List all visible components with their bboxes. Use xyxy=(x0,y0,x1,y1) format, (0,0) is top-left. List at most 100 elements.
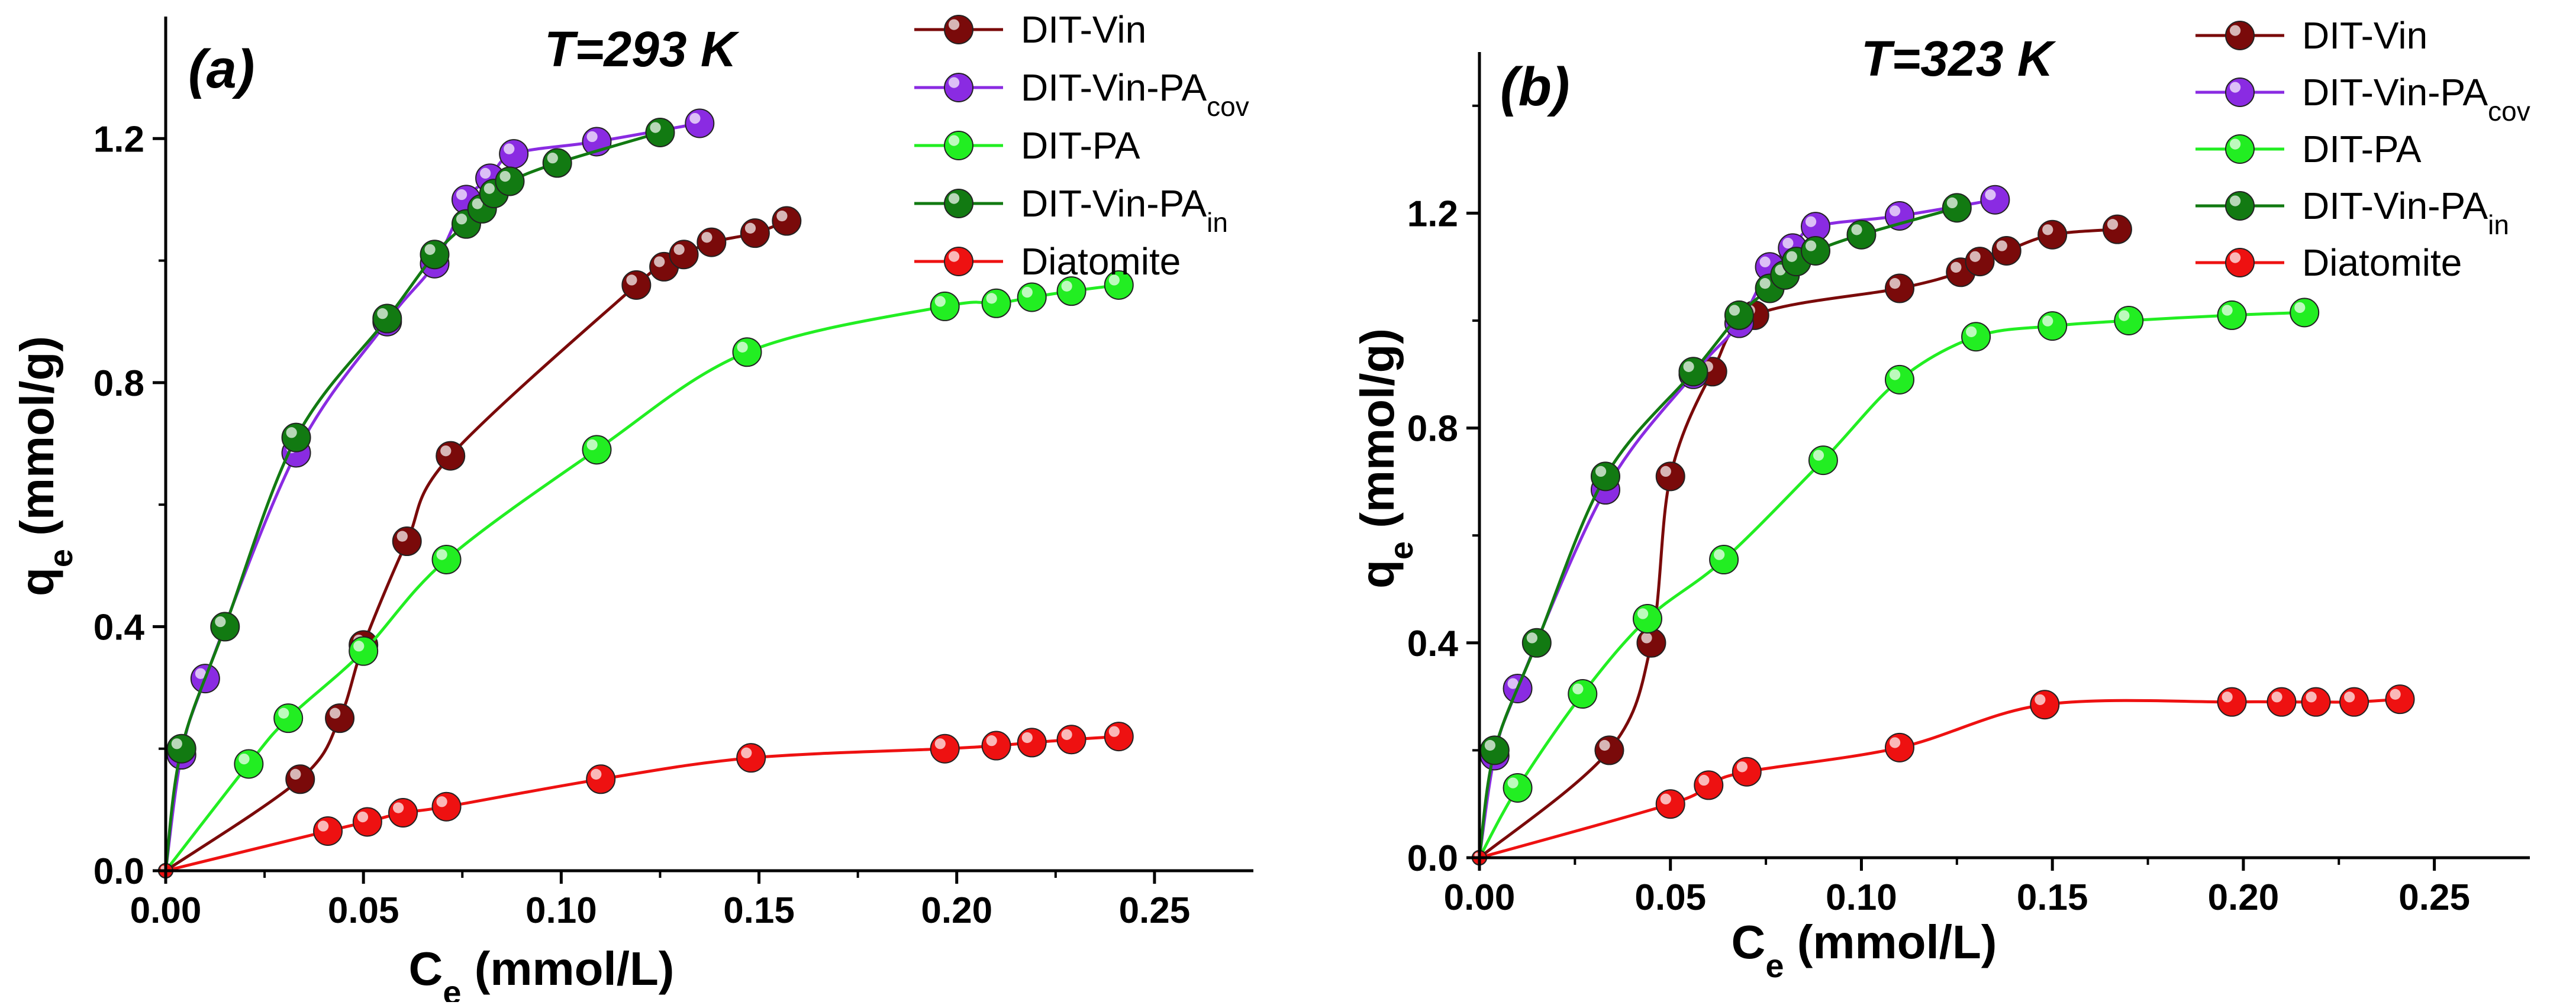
plot-area-a xyxy=(158,108,1134,878)
data-point-dit-pa-a xyxy=(234,749,264,779)
data-point-diatomite-a xyxy=(981,731,1011,761)
plot-area-b xyxy=(1472,185,2415,865)
data-point-diatomite-a xyxy=(1104,722,1134,752)
legend-item-dit-vin-pa-cov-a: DIT-Vin-PAcov xyxy=(914,66,1249,122)
series-dit-vin-pa-in-a xyxy=(158,117,675,878)
data-point-dit-pa-a xyxy=(349,636,379,666)
x-tick-label-b: 0.25 xyxy=(2398,877,2470,918)
data-point-dit-vin-a xyxy=(325,703,355,733)
legend-label-dit-vin-pa-in-a: DIT-Vin-PAin xyxy=(1021,182,1228,238)
data-point-dit-vin-b xyxy=(1655,461,1685,492)
data-point-dit-vin-b xyxy=(1594,735,1624,765)
legend-label-diatomite-a: Diatomite xyxy=(1021,240,1181,283)
data-point-dit-pa-b xyxy=(1633,603,1662,634)
legend-item-dit-vin-pa-in-a: DIT-Vin-PAin xyxy=(914,182,1228,238)
data-point-dit-vin-a xyxy=(392,526,422,557)
data-point-dit-pa-b xyxy=(1808,445,1838,476)
legend-item-dit-vin-b: DIT-Vin xyxy=(2195,14,2427,57)
data-point-dit-pa-a xyxy=(981,288,1011,318)
data-point-dit-vin-pa-in-a xyxy=(372,303,402,334)
legend-marker-diatomite-a xyxy=(944,247,973,276)
data-point-dit-pa-a xyxy=(732,337,762,367)
data-point-dit-pa-a xyxy=(431,544,462,574)
data-point-dit-vin-a xyxy=(436,441,466,471)
data-point-dit-pa-a xyxy=(1017,282,1047,312)
legend-marker-dit-vin-pa-cov-b xyxy=(2225,77,2255,107)
series-dit-vin-pa-in-b xyxy=(1472,193,1972,865)
y-axis-label-b: qe (mmol/g) xyxy=(1351,328,1420,589)
data-point-dit-pa-a xyxy=(1056,276,1087,306)
data-point-dit-vin-b xyxy=(1636,628,1666,658)
legend-marker-diatomite-b xyxy=(2225,248,2255,277)
data-point-dit-pa-b xyxy=(2290,298,2320,328)
data-point-dit-pa-b xyxy=(1885,364,1914,395)
x-tick-label-b: 0.20 xyxy=(2208,877,2280,918)
legend-label-dit-vin-a: DIT-Vin xyxy=(1021,8,1146,51)
data-point-dit-vin-pa-in-b xyxy=(1678,357,1708,387)
data-point-dit-pa-b xyxy=(2114,306,2144,335)
y-tick-label-a: 0.0 xyxy=(94,851,144,892)
legend-item-dit-pa-a: DIT-PA xyxy=(914,124,1140,167)
y-tick-label-b: 1.2 xyxy=(1407,193,1458,234)
data-point-dit-vin-pa-in-a xyxy=(166,733,196,764)
panel-label-a: (a) xyxy=(188,39,254,99)
data-point-diatomite-b xyxy=(2217,687,2247,717)
y-axis-label-a: qe (mmol/g) xyxy=(11,336,79,596)
x-tick-label-b: 0.05 xyxy=(1634,877,1706,918)
legend-label-dit-vin-pa-in-b: DIT-Vin-PAin xyxy=(2302,185,2509,240)
x-tick-label-b: 0.15 xyxy=(2017,877,2088,918)
data-point-dit-vin-a xyxy=(621,270,652,300)
data-point-dit-vin-pa-in-a xyxy=(495,166,525,196)
data-point-dit-vin-pa-in-b xyxy=(1479,735,1510,765)
legend-label-dit-vin-b: DIT-Vin xyxy=(2302,14,2427,57)
legend-item-dit-vin-pa-in-b: DIT-Vin-PAin xyxy=(2195,185,2509,240)
data-point-dit-vin-pa-cov-a xyxy=(190,664,220,694)
data-point-diatomite-b xyxy=(2339,687,2369,717)
legend-marker-dit-vin-pa-in-a xyxy=(944,189,973,218)
y-tick-label-b: 0.4 xyxy=(1407,623,1459,664)
legend-label-dit-pa-b: DIT-PA xyxy=(2302,128,2422,170)
chart-panel-a: 0.00 0.05 0.10 0.15 0.20 0.25 0.0 0.4 0.8 1.2 (a)… xyxy=(11,8,1253,1005)
data-point-diatomite-a xyxy=(586,764,616,794)
x-tick-label-a: 0.10 xyxy=(525,890,597,931)
legend-marker-dit-pa-b xyxy=(2225,134,2255,164)
data-point-dit-pa-b xyxy=(1568,679,1598,709)
data-point-diatomite-b xyxy=(2301,687,2331,717)
data-point-diatomite-b xyxy=(1732,757,1762,787)
data-point-diatomite-a xyxy=(930,733,960,764)
x-tick-label-a: 0.15 xyxy=(723,890,795,931)
data-point-dit-vin-b xyxy=(2102,214,2132,244)
series-dit-pa-b xyxy=(1472,298,2320,865)
data-point-dit-vin-pa-in-b xyxy=(1942,193,1972,223)
legend-label-diatomite-b: Diatomite xyxy=(2302,241,2462,284)
data-point-diatomite-a xyxy=(313,816,343,846)
x-tick-label-b: 0.00 xyxy=(1444,877,1516,918)
data-point-dit-vin-pa-in-a xyxy=(542,148,572,178)
series-diatomite-b xyxy=(1472,684,2415,865)
data-point-dit-pa-b xyxy=(2217,300,2247,330)
data-point-dit-vin-a xyxy=(697,227,727,257)
x-axis-label-b: Ce (mmol/L) xyxy=(1732,916,1997,984)
axes-b: 0.00 0.05 0.10 0.15 0.20 0.25 0.0 0.4 0.8 1.2 xyxy=(1407,52,2530,918)
legend-marker-dit-vin-pa-in-b xyxy=(2225,191,2255,221)
x-tick-label-a: 0.20 xyxy=(921,890,992,931)
data-point-dit-vin-b xyxy=(1991,235,2022,266)
legend-item-dit-vin-pa-cov-b: DIT-Vin-PAcov xyxy=(2195,71,2530,127)
data-point-diatomite-a xyxy=(1017,728,1047,758)
x-axis-label-a: Ce (mmol/L) xyxy=(409,942,675,1002)
y-tick-label-a: 1.2 xyxy=(94,119,144,160)
data-point-dit-vin-pa-in-a xyxy=(281,422,311,453)
x-tick-label-a: 0.25 xyxy=(1119,890,1191,931)
x-tick-label-b: 0.10 xyxy=(1826,877,1897,918)
data-point-dit-vin-a xyxy=(740,218,770,248)
data-point-diatomite-b xyxy=(1694,770,1724,800)
legend-marker-dit-pa-a xyxy=(944,131,973,160)
data-point-dit-pa-a xyxy=(582,435,612,465)
legend-item-dit-vin-a: DIT-Vin xyxy=(914,8,1146,51)
series-dit-vin-a xyxy=(158,206,802,878)
data-point-dit-vin-pa-cov-a xyxy=(685,108,715,138)
data-point-dit-pa-b xyxy=(1961,322,1991,352)
